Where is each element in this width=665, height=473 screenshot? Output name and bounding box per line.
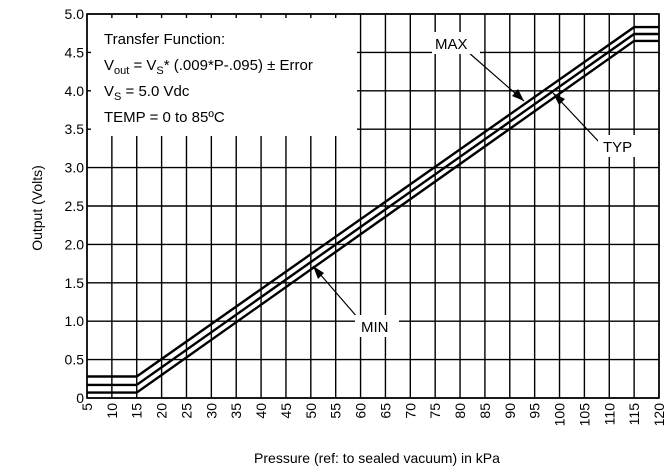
min-arrowhead: [313, 266, 324, 279]
x-tick-label: 20: [154, 403, 170, 419]
x-tick-label: 110: [601, 403, 617, 426]
chart-frame: [86, 13, 660, 399]
y-tick-label: 1.5: [65, 275, 85, 291]
y-tick-label: 5.0: [65, 6, 85, 22]
series-line-typ: [87, 32, 659, 387]
x-tick-label: 35: [228, 403, 244, 419]
y-tick-label: 2.0: [65, 236, 85, 252]
x-tick-label: 85: [477, 403, 493, 419]
y-tick-label: 1.0: [65, 313, 85, 329]
plot-border: [86, 13, 660, 399]
typ-arrowhead: [553, 93, 565, 105]
x-tick-label: 25: [178, 403, 194, 419]
x-tick-label: 10: [104, 403, 120, 419]
annotation-line-4: TEMP = 0 to 85ºC: [104, 109, 225, 126]
y-tick-label: 3.5: [65, 121, 85, 137]
y-tick-label: 4.5: [65, 44, 85, 60]
y-tick-label: 0.5: [65, 352, 85, 368]
max-pointer: [467, 51, 525, 102]
chart-series: [87, 25, 659, 394]
typ-label-bg: [598, 135, 640, 157]
typ-label: TYP: [603, 139, 632, 156]
annotation-line-2: Vout = VS* (.009*P-.095) ± Error: [104, 57, 313, 77]
transfer-function-box: Transfer Function: Vout = VS* (.009*P-.0…: [91, 18, 357, 136]
max-label: MAX: [435, 36, 468, 53]
x-tick-label: 45: [278, 403, 294, 419]
x-tick-label: 55: [328, 403, 344, 419]
x-tick-label: 60: [353, 403, 369, 419]
min-label-bg: [355, 315, 399, 337]
y-tick-label: 0: [76, 390, 84, 406]
y-tick-label: 2.5: [65, 198, 85, 214]
x-tick-label: 5: [79, 403, 95, 411]
x-tick-label: 40: [253, 403, 269, 419]
series-line-max: [87, 25, 659, 378]
transfer-function-box-bg: [91, 18, 357, 136]
annotation-line-1: Transfer Function:: [104, 31, 225, 48]
min-label: MIN: [361, 319, 389, 336]
x-tick-label: 95: [527, 403, 543, 419]
x-tick-label: 115: [626, 403, 642, 426]
max-label-bg: [432, 32, 480, 54]
y-tick-label: 4.0: [65, 83, 85, 99]
x-tick-label: 15: [129, 403, 145, 419]
series-line-min: [87, 39, 659, 394]
x-tick-label: 120: [651, 403, 665, 427]
x-tick-label: 80: [452, 403, 468, 419]
x-tick-label: 30: [203, 403, 219, 419]
y-axis-label: Output (Volts): [29, 165, 45, 251]
x-tick-label: 75: [427, 403, 443, 419]
min-callout: MIN: [312, 265, 399, 337]
max-arrowhead: [512, 89, 524, 101]
max-callout: MAX: [432, 32, 525, 102]
x-tick-label: 105: [576, 403, 592, 427]
x-tick-label: 90: [502, 403, 518, 419]
x-tick-label: 70: [402, 403, 418, 419]
x-tick-label: 100: [552, 403, 568, 427]
x-tick-label: 50: [303, 403, 319, 419]
y-tick-label: 3.0: [65, 160, 85, 176]
x-axis-label: Pressure (ref: to sealed vacuum) in kPa: [254, 450, 500, 466]
chart-ticks: 5 10 15 20 25 30 35 40 45 50 55 60 65 70 75 80 85 90 95 100…: [65, 6, 665, 426]
typ-callout: TYP: [552, 92, 640, 157]
x-tick-label: 65: [377, 403, 393, 419]
annotation-line-3: VS = 5.0 Vdc: [104, 83, 190, 103]
